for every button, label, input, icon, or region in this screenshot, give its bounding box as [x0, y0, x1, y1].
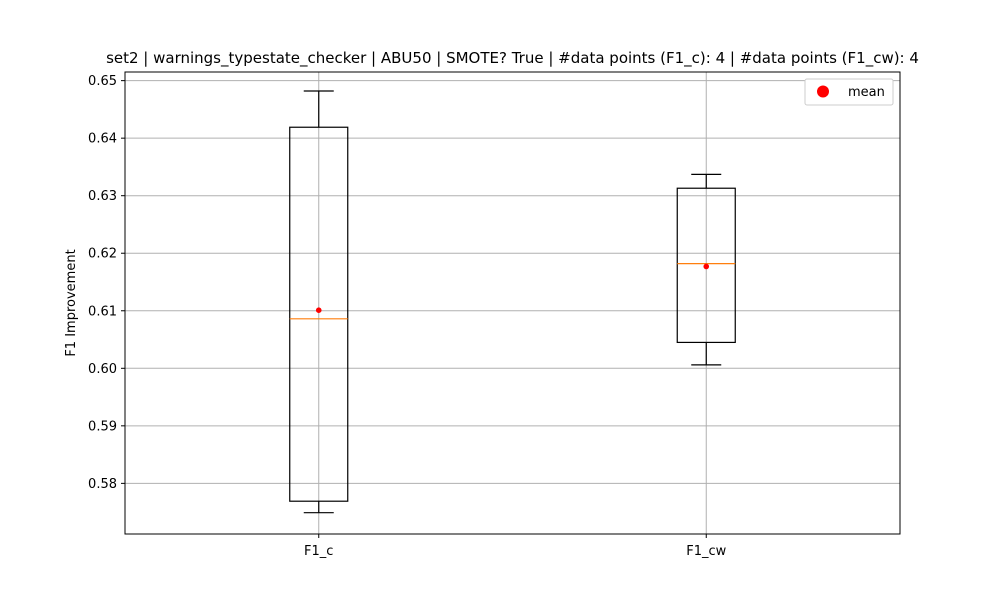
y-tick-label: 0.64 — [88, 132, 117, 147]
y-tick-label: 0.63 — [88, 189, 117, 204]
x-axis-ticks: F1_c F1_cw — [304, 534, 727, 559]
y-tick-label: 0.62 — [88, 247, 117, 262]
y-tick-label: 0.59 — [88, 419, 117, 434]
grid-lines — [125, 72, 900, 534]
legend-mean-marker — [817, 85, 829, 98]
box-F1_c — [289, 90, 349, 514]
y-tick-label: 0.60 — [88, 362, 117, 377]
mean-marker — [703, 263, 710, 270]
legend-mean-label: mean — [848, 85, 885, 100]
y-tick-label: 0.61 — [88, 304, 117, 319]
y-axis-label: F1 Improvement — [64, 249, 79, 356]
box-F1_cw — [676, 173, 736, 366]
legend-frame — [804, 78, 894, 106]
chart-title: set2 | warnings_typestate_checker | ABU5… — [106, 49, 919, 68]
x-tick-label: F1_c — [304, 544, 333, 559]
y-tick-label: 0.58 — [88, 477, 117, 492]
axes-frame — [124, 71, 901, 535]
y-axis-ticks: 0.58 0.59 0.60 0.61 0.62 0.63 0.64 0.65 — [88, 74, 125, 492]
x-tick-label: F1_cw — [686, 544, 726, 559]
y-tick-label: 0.65 — [88, 74, 117, 89]
box-plots — [289, 90, 736, 514]
legend: mean — [804, 78, 894, 106]
mean-marker — [315, 307, 322, 313]
